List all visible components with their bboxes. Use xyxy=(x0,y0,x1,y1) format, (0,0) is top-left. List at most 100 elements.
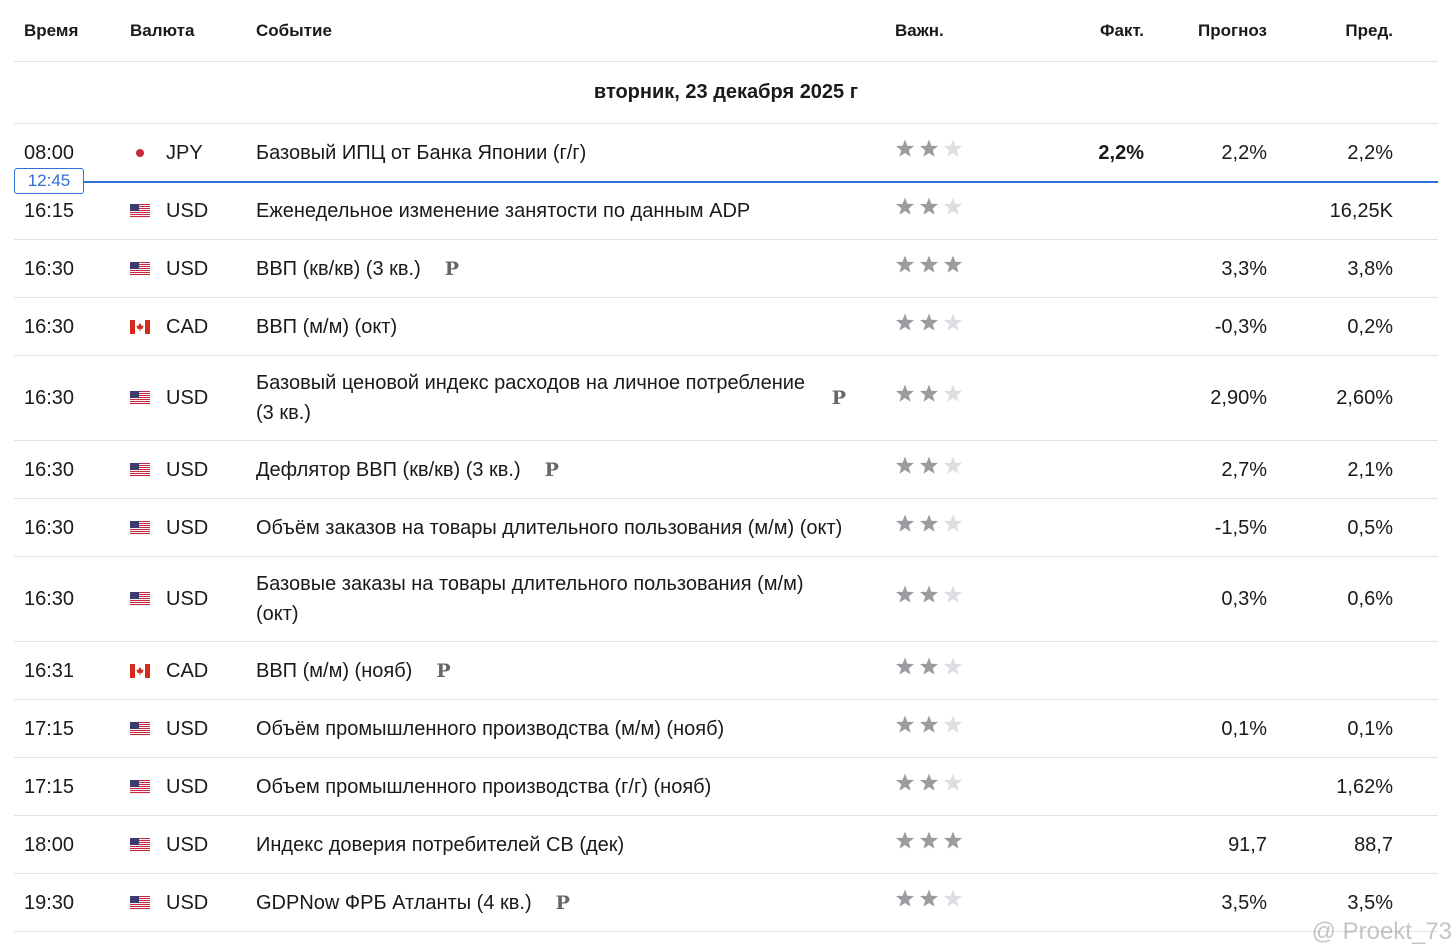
star xyxy=(895,255,915,273)
currency: USD xyxy=(166,458,209,481)
event-cell: Объём промышленного производства (м/м) (… xyxy=(256,714,892,744)
time: 16:31 xyxy=(24,659,75,682)
flag-band xyxy=(145,319,150,334)
star xyxy=(943,456,963,474)
currency-cell: USD xyxy=(124,383,256,413)
flag-stripe xyxy=(130,845,150,847)
star xyxy=(895,197,915,215)
flag-icon xyxy=(130,520,150,535)
importance xyxy=(895,657,963,675)
flag-canton xyxy=(130,462,139,470)
flag-stripe xyxy=(130,264,150,266)
forecast: 2,7% xyxy=(1221,458,1267,481)
flag-icon xyxy=(130,663,150,678)
time: 16:15 xyxy=(24,199,75,222)
watermark: @ Proekt_73 xyxy=(1311,918,1452,945)
previous: 0,6% xyxy=(1347,588,1393,610)
flag-stripe xyxy=(130,403,150,404)
preliminary-badge: P xyxy=(555,891,570,914)
flag-stripe xyxy=(130,839,150,841)
column-header: Пред. xyxy=(1345,20,1393,40)
star xyxy=(943,514,963,532)
event: Объём промышленного производства (м/м) (… xyxy=(256,717,725,740)
flag-stripe xyxy=(130,599,150,600)
date-row: вторник, 23 декабря 2025 г xyxy=(14,62,1438,124)
event-cell: Объём заказов на товары длительного поль… xyxy=(256,513,892,543)
flag-stripe xyxy=(130,601,150,602)
date: вторник, 23 декабря 2025 г xyxy=(593,81,859,103)
flag-stripe xyxy=(130,464,150,466)
flag-stripe xyxy=(130,849,150,851)
flag-stripe xyxy=(130,467,150,469)
flag-icon xyxy=(130,261,150,276)
event-cell: Базовые заказы на товары длительного пол… xyxy=(256,569,892,629)
forecast: 3,5% xyxy=(1221,891,1267,914)
currency: USD xyxy=(166,833,209,856)
event: Базовый ИПЦ от Банка Японии (г/г) xyxy=(256,141,587,164)
forecast: 91,7 xyxy=(1228,833,1267,856)
event-row: 17:15 USD Объем промышленного производства… xyxy=(14,758,1438,816)
flag-canton xyxy=(130,520,139,528)
flag-stripe xyxy=(130,466,150,468)
preliminary-badge: P xyxy=(436,659,451,682)
flag-canton xyxy=(130,261,139,269)
flag-stripe xyxy=(130,597,150,598)
flag-stripe xyxy=(130,215,150,217)
importance-cell xyxy=(892,312,984,342)
event: ВВП (м/м) (нояб) xyxy=(256,659,413,682)
flag xyxy=(130,779,166,794)
flag-band xyxy=(130,663,135,678)
preliminary-badge: P xyxy=(544,458,559,481)
flag-stripe xyxy=(130,391,150,392)
forecast: 0,3% xyxy=(1221,588,1267,610)
time: 18:00 xyxy=(24,833,75,856)
currency: USD xyxy=(166,516,209,539)
flag-stripe xyxy=(130,904,150,906)
flag-icon xyxy=(136,148,144,157)
flag xyxy=(130,319,166,334)
flag-stripe xyxy=(130,842,150,844)
flag-stripe xyxy=(130,527,150,529)
flag-stripe xyxy=(130,396,150,397)
flag-stripe xyxy=(130,271,150,273)
currency-cell: USD xyxy=(124,772,256,802)
star xyxy=(895,889,915,907)
previous: 88,7 xyxy=(1354,833,1393,856)
time: 17:15 xyxy=(24,775,75,798)
star xyxy=(943,384,963,402)
flag-stripe xyxy=(130,602,150,603)
time: 16:30 xyxy=(24,516,75,539)
column-header: Факт. xyxy=(1099,20,1144,40)
flag-stripe xyxy=(130,524,150,526)
event: Объём заказов на товары длительного поль… xyxy=(256,516,843,539)
column-header: Время xyxy=(24,20,79,40)
actual: 2,2% xyxy=(1098,141,1144,164)
time: 19:30 xyxy=(24,891,75,914)
flag-stripe xyxy=(130,844,150,846)
flag-stripe xyxy=(130,522,150,524)
time: 16:30 xyxy=(24,458,75,481)
flag-stripe xyxy=(130,203,150,205)
event-cell: GDPNow ФРБ Атланты (4 кв.) P xyxy=(256,888,892,918)
flag xyxy=(130,146,166,160)
flag-stripe xyxy=(130,469,150,471)
flag xyxy=(130,721,166,736)
currency-cell: USD xyxy=(124,714,256,744)
flag-stripe xyxy=(130,595,150,596)
flag-stripe xyxy=(130,723,150,725)
currency: CAD xyxy=(166,659,209,682)
flag-stripe xyxy=(130,525,150,527)
star xyxy=(895,715,915,733)
event-row: 08:00 JPY Базовый ИПЦ от Банка Японии (г/г… xyxy=(14,124,1438,182)
star xyxy=(895,456,915,474)
flag-stripe xyxy=(130,603,150,604)
flag-stripe xyxy=(130,594,150,595)
flag-stripe xyxy=(130,790,150,792)
star xyxy=(919,255,939,273)
flag-stripe xyxy=(130,791,150,793)
flag-icon xyxy=(130,391,150,405)
star xyxy=(919,197,939,215)
flag-stripe xyxy=(130,274,150,276)
flag-leaf xyxy=(136,322,144,331)
